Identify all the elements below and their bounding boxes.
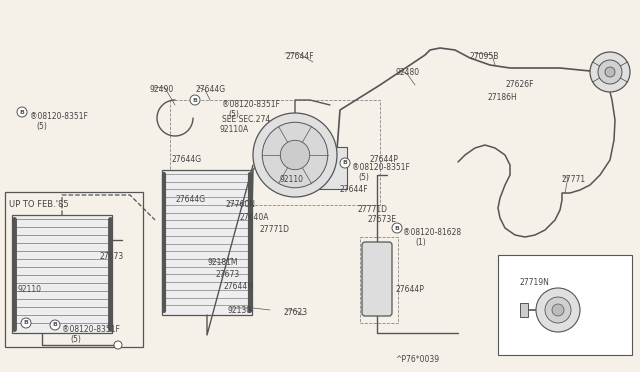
Circle shape (590, 52, 630, 92)
Bar (360, 237, 398, 323)
Bar (12, 215, 112, 333)
FancyBboxPatch shape (362, 242, 392, 316)
Text: B: B (52, 323, 58, 327)
Text: SEE SEC.274: SEE SEC.274 (222, 115, 270, 124)
Circle shape (190, 95, 200, 105)
Text: B: B (395, 225, 399, 231)
Text: (1): (1) (415, 238, 426, 247)
Text: 92130: 92130 (228, 306, 252, 315)
Text: 27644G: 27644G (195, 85, 225, 94)
Text: 27673E: 27673E (368, 215, 397, 224)
Circle shape (280, 140, 310, 170)
Circle shape (50, 320, 60, 330)
Text: B: B (20, 109, 24, 115)
Text: 27673: 27673 (215, 270, 239, 279)
Text: B: B (342, 160, 348, 166)
Text: B: B (193, 97, 197, 103)
Bar (162, 170, 252, 315)
Text: 27673: 27673 (100, 252, 124, 261)
Text: 27771D: 27771D (260, 225, 290, 234)
Text: 27719N: 27719N (520, 278, 550, 287)
Text: 92181M: 92181M (207, 258, 237, 267)
Text: 27095B: 27095B (470, 52, 499, 61)
Bar (297, 147, 347, 189)
Text: ®08120-8351F: ®08120-8351F (62, 325, 120, 334)
Circle shape (536, 288, 580, 332)
Text: ®08120-8351F: ®08120-8351F (222, 100, 280, 109)
Bar (498, 255, 632, 355)
Text: 27771D: 27771D (358, 205, 388, 214)
Text: 27644F: 27644F (285, 52, 314, 61)
Text: (5): (5) (358, 173, 369, 182)
Circle shape (605, 67, 615, 77)
Circle shape (340, 158, 350, 168)
Text: ®08120-8351F: ®08120-8351F (352, 163, 410, 172)
Circle shape (392, 223, 402, 233)
Text: 27771: 27771 (562, 175, 586, 184)
Circle shape (552, 304, 564, 316)
Text: 92110: 92110 (280, 175, 304, 184)
Text: ®08120-8351F: ®08120-8351F (30, 112, 88, 121)
Text: 92480: 92480 (395, 68, 419, 77)
Bar (5, 192, 143, 347)
Bar (520, 303, 528, 317)
Text: 92490: 92490 (150, 85, 174, 94)
Text: ®08120-81628: ®08120-81628 (403, 228, 461, 237)
Text: 27186H: 27186H (488, 93, 518, 102)
Text: (5): (5) (228, 110, 239, 119)
Text: 27760N: 27760N (225, 200, 255, 209)
Circle shape (598, 60, 622, 84)
Circle shape (545, 297, 571, 323)
Bar (170, 100, 380, 205)
Text: 27644P: 27644P (370, 155, 399, 164)
Text: B: B (24, 321, 28, 326)
Circle shape (114, 341, 122, 349)
Text: 27644G: 27644G (172, 155, 202, 164)
Text: 27623: 27623 (283, 308, 307, 317)
Text: UP TO FEB.'85: UP TO FEB.'85 (9, 200, 68, 209)
Text: 92110: 92110 (18, 285, 42, 294)
Circle shape (262, 122, 328, 188)
Text: (5): (5) (36, 122, 47, 131)
Circle shape (17, 107, 27, 117)
Text: 92110A: 92110A (220, 125, 249, 134)
Text: 27644F: 27644F (340, 185, 369, 194)
Text: 27644G: 27644G (175, 195, 205, 204)
Text: 27644H: 27644H (223, 282, 253, 291)
Circle shape (21, 318, 31, 328)
Text: (5): (5) (70, 335, 81, 344)
Circle shape (253, 113, 337, 197)
Text: 27626F: 27626F (505, 80, 534, 89)
Text: ^P76*0039: ^P76*0039 (395, 355, 439, 364)
Text: 27644P: 27644P (396, 285, 425, 294)
Text: 27640A: 27640A (240, 213, 269, 222)
